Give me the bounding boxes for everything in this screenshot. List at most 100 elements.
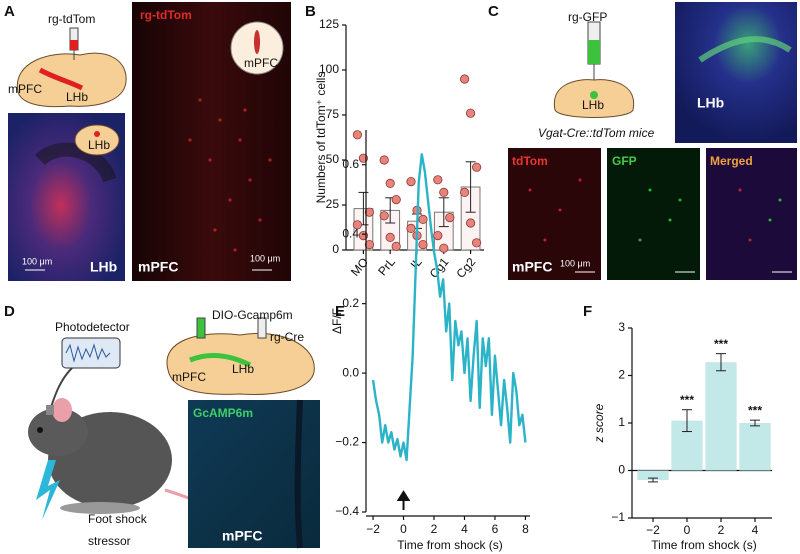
bar	[705, 362, 737, 471]
bar	[637, 470, 669, 480]
scale-bar-label: 100 μm	[560, 258, 590, 268]
y-tick-label: 125	[319, 17, 339, 31]
channel-label: tdTom	[512, 154, 548, 168]
inset-label: mPFC	[244, 56, 278, 70]
data-point	[459, 74, 470, 84]
y-tick-label: 1	[618, 415, 625, 429]
y-tick-label: 75	[326, 107, 340, 121]
data-point	[471, 238, 482, 248]
cell-dots	[528, 178, 782, 242]
data-point	[391, 241, 401, 251]
panel-label: B	[305, 3, 316, 20]
micrograph	[675, 2, 797, 143]
bar	[739, 423, 771, 471]
stimulus-label: Foot shock	[88, 512, 148, 526]
y-axis-label: z score	[592, 403, 606, 443]
x-tick-label: MO	[348, 255, 371, 279]
x-tick-label: 2	[431, 522, 438, 536]
data-point	[471, 162, 482, 172]
data-point	[352, 220, 362, 230]
y-tick-label: 0	[618, 463, 625, 477]
y-axis-label: Numbers of tdTom⁺ cells	[314, 72, 328, 204]
y-tick-label: 3	[618, 320, 625, 334]
x-tick-label: 0	[400, 522, 407, 536]
data-point	[406, 177, 416, 187]
mouse-line: Vgat-Cre::tdTom mice	[538, 126, 655, 140]
scale-bar-label: 100 μm	[22, 256, 52, 266]
mouse-illustration	[28, 398, 271, 520]
data-point	[418, 214, 428, 224]
micrograph	[607, 148, 700, 280]
brain-sketch	[16, 27, 127, 108]
micrograph	[508, 148, 601, 280]
panel-label: F	[583, 303, 592, 320]
x-tick-label: Cg1	[427, 255, 452, 281]
region-label: LHb	[582, 98, 604, 112]
injection-label: rg-tdTom	[48, 12, 95, 26]
detector-label: Photodetector	[55, 320, 130, 334]
x-axis-label: Time from shock (s)	[651, 538, 757, 552]
region-label: mPFC	[172, 370, 206, 384]
significance: ***	[680, 393, 694, 407]
data-point	[465, 218, 476, 228]
data-point	[364, 207, 374, 217]
virus-label: DIO-Gcamp6m	[212, 308, 293, 322]
data-point	[433, 231, 443, 241]
panel-label: D	[4, 303, 15, 320]
data-point	[385, 178, 395, 188]
y-tick-label: −0.4	[335, 504, 359, 518]
y-tick-label: 2	[618, 368, 625, 382]
image-label: mPFC	[512, 259, 552, 275]
y-tick-label: 0.2	[342, 296, 359, 310]
inset	[74, 124, 120, 156]
x-tick-label: 4	[752, 523, 759, 537]
x-tick-label: PrL	[375, 255, 398, 279]
data-point	[406, 223, 416, 233]
x-tick-label: −2	[366, 522, 380, 536]
region-label: mPFC	[8, 82, 42, 96]
image-label: mPFC	[138, 259, 178, 275]
brain-sketch	[166, 317, 315, 395]
virus-label: rg-Cre	[270, 330, 304, 344]
micrograph	[706, 148, 797, 280]
panel-label: A	[4, 3, 15, 20]
y-tick-label: 0.0	[342, 365, 359, 379]
y-tick-label: 0.6	[342, 157, 359, 171]
channel-label: Merged	[710, 154, 753, 168]
y-tick-label: −0.2	[335, 435, 359, 449]
data-point	[439, 187, 449, 197]
x-tick-label: Cg2	[453, 255, 478, 281]
brain-sketch	[553, 21, 635, 118]
data-point	[439, 243, 449, 253]
y-tick-label: −1	[611, 510, 625, 524]
cell-dots	[188, 98, 272, 252]
scale-bar-label: 100 μm	[250, 253, 280, 263]
image-title: rg-tdTom	[140, 8, 192, 22]
data-point	[391, 195, 401, 205]
data-point	[385, 232, 395, 242]
y-axis-label: ΔF/F	[330, 308, 344, 334]
region-label: LHb	[232, 362, 254, 376]
data-point	[352, 130, 362, 140]
x-tick-label: 2	[718, 523, 725, 537]
channel-label: GFP	[612, 154, 637, 168]
stimulus-label: stressor	[88, 534, 131, 548]
y-tick-label: 50	[326, 152, 340, 166]
data-point	[379, 211, 389, 221]
panel-label: E	[335, 303, 345, 320]
trace-line	[371, 153, 527, 462]
shock-arrow	[396, 490, 411, 510]
x-tick-label: 4	[461, 522, 468, 536]
x-axis-label: Time from shock (s)	[397, 538, 503, 552]
data-point	[445, 213, 455, 223]
x-tick-label: −2	[646, 523, 660, 537]
x-tick-label: 0	[684, 523, 691, 537]
inset-label: LHb	[88, 138, 110, 152]
y-tick-label: 0.4	[342, 226, 359, 240]
y-tick-label: 0	[332, 242, 339, 256]
panel-label: C	[488, 3, 499, 20]
data-point	[465, 108, 476, 118]
data-point	[459, 187, 470, 197]
y-tick-label: 25	[326, 197, 340, 211]
